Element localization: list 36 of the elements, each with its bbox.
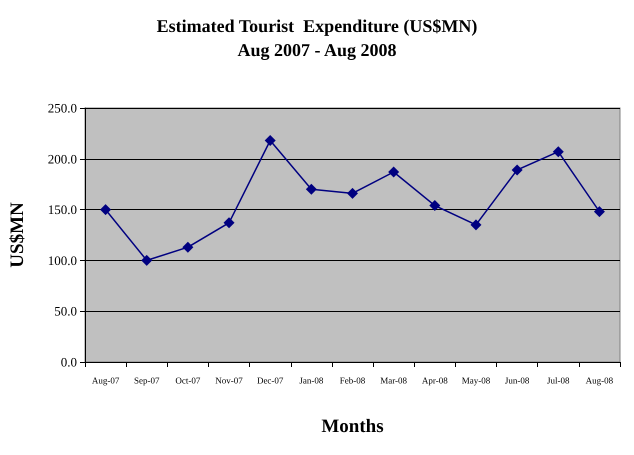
y-tick-label: 150.0	[48, 202, 77, 218]
point	[388, 166, 400, 178]
x-tick-label: Nov-07	[215, 376, 244, 386]
chart-title: Estimated Tourist Expenditure (US$MN)	[156, 16, 478, 36]
x-tick-label: Dec-07	[256, 376, 284, 386]
y-tick-label: 250.0	[48, 100, 77, 116]
point	[306, 184, 317, 195]
point	[264, 135, 276, 146]
point	[182, 242, 194, 253]
x-tick-label: Apr-08	[422, 376, 448, 386]
point	[224, 217, 235, 228]
point	[512, 164, 523, 176]
x-tick-label: May-08	[462, 376, 491, 386]
x-tick-label: Oct-07	[175, 376, 201, 386]
point	[552, 146, 564, 158]
x-tick-label: Mar-08	[380, 376, 408, 386]
x-tick-label: Feb-08	[340, 376, 366, 386]
point	[594, 206, 605, 218]
point	[100, 204, 112, 216]
chart-subtitle: Aug 2007 - Aug 2008	[237, 40, 397, 60]
x-tick-label: Jul-08	[547, 376, 570, 386]
x-tick-label: Aug-08	[586, 376, 614, 386]
x-axis-title: Months	[321, 416, 384, 437]
x-tick-label: Aug-07	[92, 376, 120, 386]
y-tick-label: 200.0	[48, 151, 77, 166]
x-tick-label: Sep-07	[134, 376, 160, 386]
point	[429, 200, 440, 212]
y-tick-label: 0.0	[60, 354, 77, 370]
point	[141, 254, 152, 266]
y-tick-label: 50.0	[54, 304, 77, 319]
y-tick-label: 100.0	[48, 252, 77, 268]
y-axis-title: US$MN	[7, 202, 28, 268]
point	[347, 188, 358, 199]
x-tick-label: Jan-08	[299, 376, 324, 386]
x-tick-label: Jun-08	[504, 376, 530, 386]
point	[470, 219, 482, 230]
